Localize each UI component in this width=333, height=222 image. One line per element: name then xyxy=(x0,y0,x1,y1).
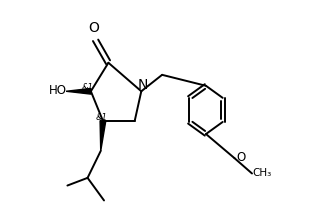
Text: O: O xyxy=(89,21,100,35)
Text: CH₃: CH₃ xyxy=(252,168,271,178)
Polygon shape xyxy=(66,88,91,94)
Polygon shape xyxy=(100,121,106,151)
Text: O: O xyxy=(236,151,245,164)
Text: N: N xyxy=(137,78,148,92)
Text: &1: &1 xyxy=(82,83,94,92)
Text: &1: &1 xyxy=(95,113,107,122)
Text: HO: HO xyxy=(49,84,67,97)
